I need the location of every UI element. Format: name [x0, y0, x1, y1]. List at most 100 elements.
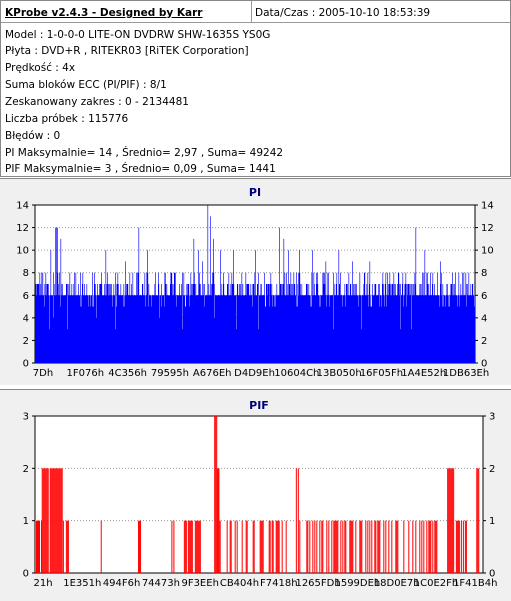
- pi-bar: [124, 306, 126, 363]
- chart-title: PIF: [249, 399, 269, 412]
- pi-bar: [210, 216, 211, 363]
- pif-bar: [419, 520, 421, 573]
- pi-bar: [72, 295, 74, 363]
- pi-bar: [185, 306, 187, 363]
- pi-bar: [222, 295, 224, 363]
- pi-bar: [82, 272, 84, 363]
- pif-bar: [43, 468, 45, 573]
- pi-bar: [427, 272, 428, 363]
- pi-bar: [346, 284, 348, 363]
- pif-bar: [188, 520, 190, 573]
- pi-bar: [95, 284, 96, 363]
- pi-bar: [331, 295, 332, 363]
- pi-bar: [352, 261, 353, 363]
- pi-bar: [53, 317, 55, 363]
- pi-bar: [301, 295, 302, 363]
- pi-bar: [307, 284, 308, 363]
- pi-bar: [341, 295, 342, 363]
- pi-bar: [386, 306, 387, 363]
- pi-bar: [369, 261, 371, 363]
- pi-bar: [320, 306, 322, 363]
- pi-bar: [419, 284, 421, 363]
- pif-bar: [458, 520, 460, 573]
- pi-bar: [428, 295, 429, 363]
- pi-bar: [334, 295, 335, 363]
- pi-bar: [415, 284, 416, 363]
- pif-bar: [451, 468, 453, 573]
- pi-bar: [407, 284, 409, 363]
- pi-bar: [78, 295, 80, 363]
- pi-bar: [347, 295, 349, 363]
- pif-bar: [403, 520, 405, 573]
- pi-bar: [439, 295, 441, 363]
- pi-bar: [308, 295, 309, 363]
- pi-bar: [415, 227, 417, 363]
- pi-bar: [181, 284, 182, 363]
- pi-bar: [394, 284, 395, 363]
- pi-bar: [378, 284, 379, 363]
- pif-bar: [196, 520, 198, 573]
- pi-bar: [117, 284, 118, 363]
- pif-bar: [199, 520, 201, 573]
- pi-bar: [105, 295, 106, 363]
- pif-bar: [428, 520, 430, 573]
- pi-bar: [268, 284, 270, 363]
- pif-bar: [245, 520, 247, 573]
- pi-bar: [324, 272, 325, 363]
- pi-bar: [334, 284, 336, 363]
- pi-bar: [200, 295, 202, 363]
- pi-bar: [404, 284, 406, 363]
- pif-bar: [46, 468, 48, 573]
- pif-chart: PIF 0 0 1 1 2 2 3 3 21h 1E351h 494F6h 74473h 9F3EEh CB…: [23, 399, 498, 589]
- pi-bar: [465, 295, 466, 363]
- pi-bar: [423, 295, 424, 363]
- pi-bar: [345, 306, 346, 363]
- pif-bar: [351, 520, 353, 573]
- pi-bar: [83, 295, 85, 363]
- pi-bar: [429, 295, 431, 363]
- pif-bar: [195, 520, 197, 573]
- pi-bar: [57, 227, 58, 363]
- pif-bar: [383, 520, 385, 573]
- pi-bar: [46, 295, 47, 363]
- pi-bar: [381, 295, 383, 363]
- pi-bar: [215, 295, 216, 363]
- pi-bar: [454, 284, 456, 363]
- pi-bar: [152, 295, 154, 363]
- pi-bar: [270, 272, 272, 363]
- pi-bar: [439, 306, 440, 363]
- pi-bar: [150, 295, 152, 363]
- pi-bar: [350, 284, 351, 363]
- info-model: Model : 1-0-0-0 LITE-ON DVDRW SHW-1635S …: [5, 29, 271, 41]
- pi-bar: [323, 272, 325, 363]
- pi-bar: [112, 306, 113, 363]
- pif-bar: [421, 520, 423, 573]
- pi-bar: [191, 284, 192, 363]
- pi-bar: [225, 295, 226, 363]
- pi-bar: [71, 284, 73, 363]
- pi-bar: [85, 295, 86, 363]
- pif-bar: [456, 520, 458, 573]
- pi-bar: [175, 272, 176, 363]
- pif-bar: [460, 520, 462, 573]
- pi-bar: [446, 284, 448, 363]
- pi-bar: [246, 295, 248, 363]
- pi-bar: [443, 306, 444, 363]
- pi-bar: [129, 295, 130, 363]
- pif-bar: [429, 520, 431, 573]
- pi-bar: [68, 284, 70, 363]
- pi-bar: [384, 295, 385, 363]
- pif-bar: [261, 520, 263, 573]
- pi-bar: [473, 295, 474, 363]
- pi-bar: [45, 272, 47, 363]
- pi-bar: [435, 295, 436, 363]
- pi-chart: PI 0 0 2 2 4 4 6 6 8 8 10 10 12 12 14 14 7Dh 1F076h 4C356h 7…: [16, 186, 493, 379]
- pif-bar: [349, 520, 351, 573]
- pi-bar: [208, 295, 209, 363]
- pi-bar: [245, 272, 247, 363]
- pi-bar: [39, 272, 41, 363]
- pi-bar: [174, 272, 175, 363]
- pi-bar: [123, 284, 125, 363]
- pi-bar: [165, 284, 167, 363]
- y-tick-label-right: 3: [489, 412, 495, 423]
